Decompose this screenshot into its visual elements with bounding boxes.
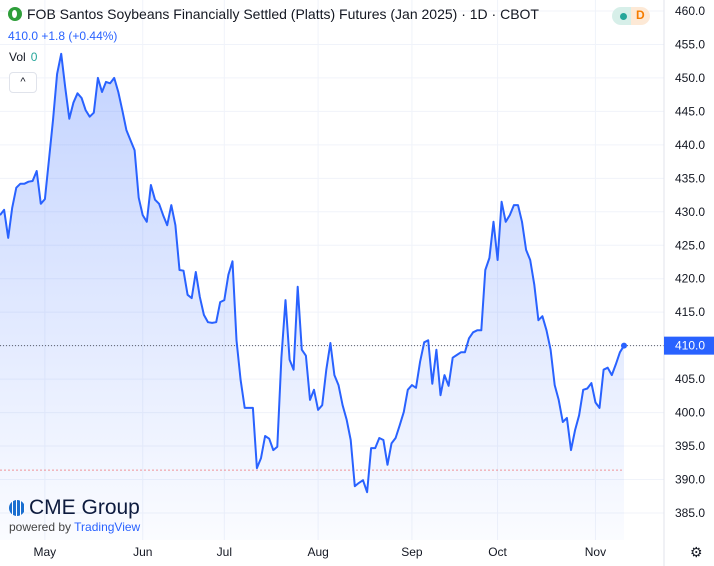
y-tick-label: 450.0 [675,71,705,85]
symbol-logo-icon [8,7,22,21]
y-tick-label: 385.0 [675,506,705,520]
x-tick-label: Jul [217,545,232,559]
y-tick-label: 390.0 [675,473,705,487]
y-tick-label: 435.0 [675,171,705,185]
collapse-legend-button[interactable]: ^ [9,72,37,93]
market-status-badge[interactable]: D [612,7,650,25]
y-tick-label: 420.0 [675,272,705,286]
y-tick-label: 400.0 [675,406,705,420]
price-line [0,52,625,494]
y-tick-label: 445.0 [675,104,705,118]
y-tick-label: 405.0 [675,372,705,386]
delayed-label: D [636,8,645,22]
y-tick-label: 430.0 [675,205,705,219]
price-quote: 410.0 +1.8 (+0.44%) [8,29,118,43]
y-tick-label: 440.0 [675,138,705,152]
status-dot-icon [620,13,627,20]
y-tick-label: 395.0 [675,439,705,453]
powered-by-text: powered by [9,520,72,534]
tradingview-link[interactable]: TradingView [74,520,141,534]
vol-label: Vol [9,50,26,64]
vol-value: 0 [30,50,38,64]
chart-header: FOB Santos Soybeans Financially Settled … [8,6,539,22]
cme-text: CME Group [29,496,140,519]
powered-by[interactable]: powered by TradingView [9,520,140,534]
x-tick-label: May [34,545,57,559]
last-price-label: 410.0 [675,339,705,353]
x-tick-label: Sep [401,545,423,559]
price-area [0,53,624,541]
cme-logo[interactable]: CME Group [9,496,140,520]
y-tick-label: 455.0 [675,37,705,51]
y-tick-label: 425.0 [675,238,705,252]
y-tick-label: 460.0 [675,4,705,18]
last-price-tag [664,336,714,355]
x-tick-label: Aug [307,545,328,559]
x-tick-label: Jun [133,545,152,559]
symbol-title[interactable]: FOB Santos Soybeans Financially Settled … [27,6,539,22]
settings-icon[interactable]: ⚙ [690,544,703,560]
x-tick-label: Oct [488,545,507,559]
x-tick-label: Nov [585,545,606,559]
globe-icon [9,500,25,516]
last-price-dot [621,342,627,349]
volume-legend: Vol 0 [9,50,37,64]
y-tick-label: 415.0 [675,305,705,319]
